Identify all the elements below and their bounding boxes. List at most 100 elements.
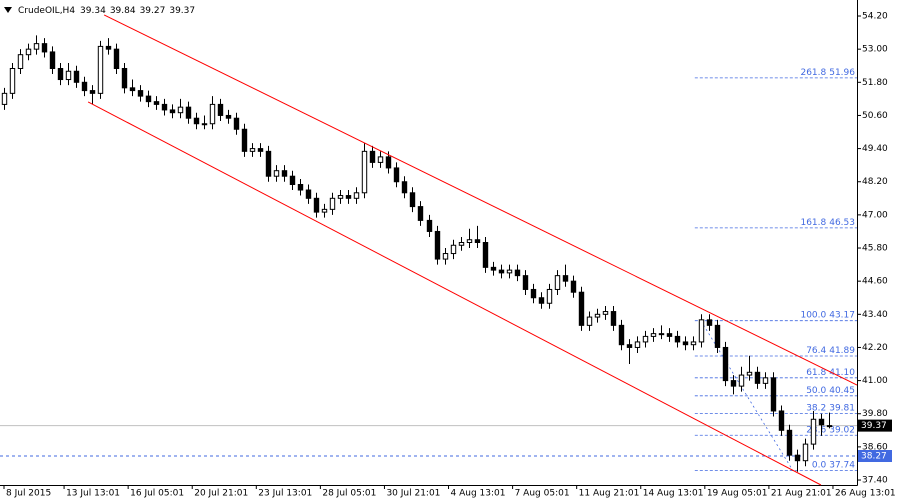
candle-body [482, 242, 489, 268]
candle-body [89, 90, 96, 94]
fib-price: 37.74 [829, 460, 855, 470]
candle-body [129, 87, 136, 92]
fib-ratio: 100.0 [800, 310, 826, 320]
y-tick-label: 38.60 [862, 442, 888, 452]
x-tick-label: 30 Jul 21:01 [386, 489, 440, 499]
y-tick-label: 37.40 [862, 476, 888, 486]
y-tick-label: 43.40 [862, 310, 888, 320]
candle-body [554, 275, 561, 290]
candle-body [786, 429, 793, 456]
chart-title: CrudeOIL,H4 [18, 6, 75, 16]
candle-body [818, 418, 825, 426]
candle-body [153, 101, 160, 105]
fib-label: 261.8 51.96 [800, 67, 855, 77]
candle-body [658, 333, 665, 336]
candle-body [450, 244, 457, 255]
candle-body [41, 43, 48, 53]
candle-body [209, 103, 216, 125]
candle-body [81, 81, 88, 92]
candle-body [137, 90, 144, 97]
candle-body [289, 175, 296, 185]
x-tick-label: 8 Jul 2015 [6, 489, 51, 499]
level-price-label: 38.27 [861, 451, 887, 461]
chart-header: CrudeOIL,H4 39.34 39.84 39.27 39.37 [18, 6, 195, 16]
candle-body [305, 189, 312, 199]
candle-body [169, 109, 176, 114]
candle-body [33, 43, 40, 50]
fib-ratio: 50.0 [806, 385, 826, 395]
fib-ratio: 161.8 [800, 217, 826, 227]
fib-base [700, 320, 794, 471]
candle-body [297, 183, 304, 191]
candle-body [345, 195, 352, 199]
candle-body [706, 319, 713, 326]
x-tick-label: 13 Jul 13:01 [66, 489, 120, 499]
candle-body [810, 418, 817, 445]
fib-label: 50.0 40.45 [806, 385, 855, 395]
y-tick-label: 44.60 [862, 277, 888, 287]
candle-body [393, 167, 400, 183]
candle-body [538, 297, 545, 304]
fib-price: 39.02 [829, 425, 855, 435]
candle-body [442, 253, 449, 260]
candle-body [217, 103, 224, 116]
candle-body [9, 67, 16, 94]
candle-body [578, 291, 585, 326]
fib-label: 100.0 43.17 [800, 310, 855, 320]
y-tick-label: 54.20 [862, 12, 888, 22]
y-tick-label: 51.80 [862, 78, 888, 88]
candle-body [25, 48, 32, 56]
fib-label: 38.2 39.81 [806, 403, 855, 413]
candle-body [313, 197, 320, 213]
candle-body [674, 335, 681, 343]
candle-body [201, 123, 208, 126]
candle-body [602, 311, 609, 315]
candle-body [233, 117, 240, 130]
x-tick-label: 4 Aug 13:01 [451, 489, 506, 499]
candle-body [514, 269, 521, 277]
x-tick-label: 7 Aug 05:01 [515, 489, 570, 499]
candle-body [121, 67, 128, 89]
candle-body [249, 148, 256, 152]
candle-body [265, 150, 272, 177]
level-price-box [858, 449, 892, 462]
fib-price: 41.10 [829, 367, 855, 377]
x-tick-label: 19 Aug 05:01 [707, 489, 768, 499]
candle-body [770, 377, 777, 412]
x-tick-label: 11 Aug 21:01 [579, 489, 640, 499]
y-tick-label: 41.00 [862, 376, 888, 386]
candle-body [746, 371, 753, 376]
candle-body [369, 150, 376, 163]
candle-body [794, 454, 801, 462]
candle-body [738, 374, 745, 387]
candle-body [714, 324, 721, 348]
header-high: 39.84 [110, 6, 136, 16]
y-tick-label: 39.80 [862, 409, 888, 419]
candle-body [401, 181, 408, 194]
candle-body [458, 242, 465, 246]
y-tick-label: 53.00 [862, 45, 888, 55]
y-tick-label: 42.20 [862, 343, 888, 353]
candle-body [73, 70, 80, 83]
header-close: 39.37 [169, 6, 195, 16]
candle-body [241, 128, 248, 152]
header-low: 39.27 [140, 6, 166, 16]
candle-body [778, 410, 785, 431]
fib-price: 40.45 [829, 385, 855, 395]
candle-body [498, 269, 505, 274]
candle-body [586, 316, 593, 326]
candle-body [730, 380, 737, 387]
candle-body [377, 156, 384, 163]
candle-body [161, 103, 168, 111]
candle-body [562, 275, 569, 282]
candle-body [722, 346, 729, 382]
candle-body [417, 206, 424, 221]
candle-body [618, 324, 625, 346]
current-price-box [858, 419, 892, 432]
y-tick-label: 49.40 [862, 144, 888, 154]
trend-line [87, 101, 822, 486]
fib-ratio: 261.8 [800, 67, 826, 77]
fib-price: 51.96 [829, 67, 855, 77]
x-tick-label: 28 Jul 05:01 [322, 489, 376, 499]
candle-body [385, 156, 392, 169]
